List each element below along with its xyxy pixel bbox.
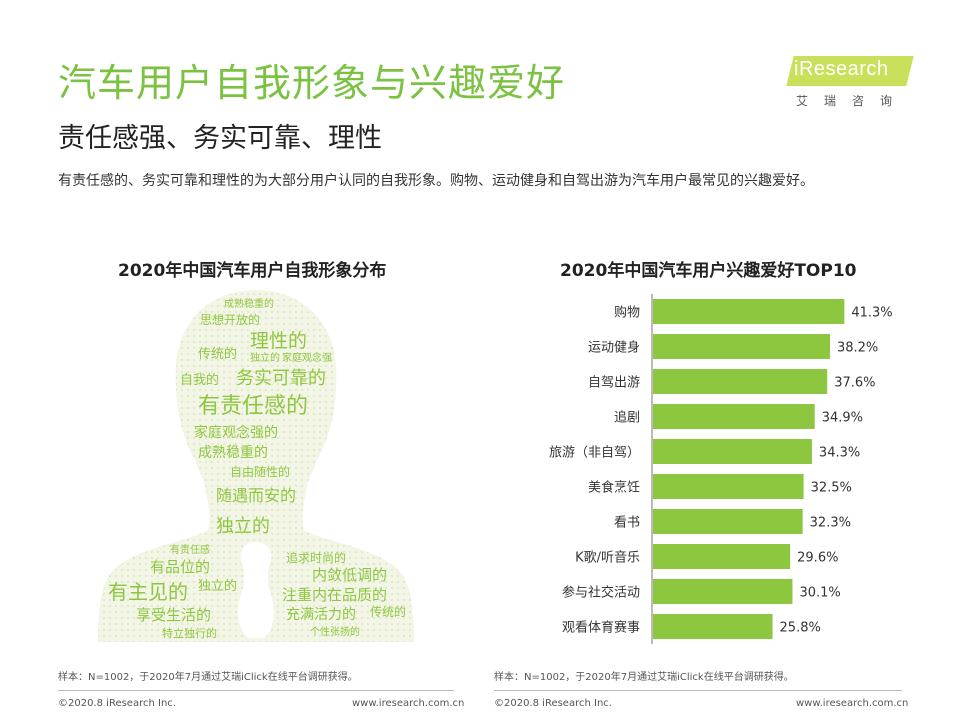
- cloud-word: 独立的: [216, 516, 270, 537]
- value-label: 37.6%: [834, 376, 875, 391]
- footer-divider-left: [58, 690, 454, 691]
- cloud-word: 注重内在品质的: [282, 586, 388, 604]
- bar: [653, 614, 773, 639]
- word-cloud-title: 2020年中国汽车用户自我形象分布: [118, 261, 387, 281]
- iresearch-logo: iResearch 艾瑞咨询: [780, 48, 920, 118]
- footer-url-left: www.iresearch.com.cn: [352, 698, 465, 709]
- bar: [653, 544, 791, 569]
- cloud-word: 个性张扬的: [310, 627, 360, 638]
- footer-divider-right: [494, 690, 902, 691]
- interest-bar-chart: 购物 41.3% 运动健身 38.2% 自驾出游 37.6% 追剧 34.9% 旅游（非自驾） 3…: [549, 294, 893, 644]
- bar: [653, 439, 812, 464]
- value-label: 29.6%: [797, 551, 838, 566]
- cloud-word: 有主见的: [108, 580, 188, 604]
- bar: [653, 369, 828, 394]
- category-label: 追剧: [614, 410, 640, 426]
- cloud-word: 有品位的: [150, 558, 211, 576]
- category-label: 看书: [614, 515, 640, 531]
- cloud-word: 务实可靠的: [236, 368, 326, 389]
- value-label: 32.3%: [810, 516, 851, 531]
- cloud-word: 自由随性的: [230, 465, 291, 479]
- cloud-word: 充满活力的: [286, 607, 356, 623]
- page-description: 有责任感的、务实可靠和理性的为大部分用户认同的自我形象。购物、运动健身和自驾出游…: [58, 173, 814, 189]
- cloud-word: 特立独行的: [162, 627, 217, 640]
- cloud-word: 有责任感的: [198, 394, 309, 419]
- value-label: 34.9%: [822, 411, 863, 426]
- category-label: 美食烹饪: [588, 480, 640, 496]
- footer-url-right: www.iresearch.com.cn: [796, 698, 909, 709]
- category-label: 观看体育赛事: [562, 620, 640, 636]
- footer-copyright-right: ©2020.8 iResearch Inc.: [494, 698, 612, 709]
- cloud-word: 理性的: [250, 330, 308, 352]
- value-label: 38.2%: [837, 341, 878, 356]
- cloud-word: 传统的: [370, 605, 407, 619]
- value-label: 30.1%: [799, 586, 840, 601]
- logo-cn-name: 艾瑞咨询: [796, 94, 909, 108]
- sample-note-left: 样本：N=1002，于2020年7月通过艾瑞iClick在线平台调研获得。: [58, 672, 358, 683]
- category-label: 旅游（非自驾）: [549, 446, 640, 461]
- cloud-word: 家庭观念强的: [194, 425, 278, 441]
- cloud-word: 有责任感: [170, 545, 210, 556]
- cloud-word: 随遇而安的: [216, 486, 297, 505]
- value-label: 41.3%: [851, 306, 892, 321]
- bar: [653, 509, 803, 534]
- page-title: 汽车用户自我形象与兴趣爱好: [58, 61, 566, 105]
- value-label: 34.3%: [819, 446, 860, 461]
- cloud-word: 自我的: [180, 373, 220, 388]
- category-label: 参与社交活动: [562, 585, 640, 601]
- value-label: 25.8%: [780, 621, 821, 636]
- cloud-word: 家庭观念强: [282, 353, 332, 364]
- cloud-word: 成熟稳重的: [198, 445, 268, 461]
- logo-name: iResearch: [794, 58, 889, 80]
- footer-copyright-left: ©2020.8 iResearch Inc.: [58, 698, 176, 709]
- bar: [653, 579, 793, 604]
- person-silhouette: [98, 290, 414, 642]
- bar: [653, 334, 830, 359]
- cloud-word: 内敛低调的: [312, 566, 388, 584]
- category-label: 自驾出游: [588, 376, 640, 391]
- cloud-word: 追求时尚的: [286, 551, 347, 565]
- bar-chart-title: 2020年中国汽车用户兴趣爱好TOP10: [560, 261, 857, 281]
- cloud-word: 思想开放的: [200, 313, 261, 327]
- page-subtitle: 责任感强、务实可靠、理性: [58, 123, 382, 154]
- value-label: 32.5%: [811, 481, 852, 496]
- cloud-word: 成熟稳重的: [224, 299, 274, 310]
- sample-note-right: 样本：N=1002，于2020年7月通过艾瑞iClick在线平台调研获得。: [494, 672, 794, 683]
- cloud-word: 独立的: [250, 353, 280, 364]
- bar: [653, 404, 815, 429]
- category-label: 购物: [614, 305, 640, 321]
- bar: [653, 474, 804, 499]
- bar: [653, 299, 845, 324]
- category-label: 运动健身: [588, 340, 640, 356]
- self-image-word-cloud: 成熟稳重的 思想开放的 理性的 传统的 独立的 家庭观念强 自我的 务实可靠的 …: [96, 286, 416, 646]
- cloud-word: 享受生活的: [136, 606, 212, 624]
- cloud-word: 传统的: [198, 347, 238, 362]
- cloud-word: 独立的: [198, 579, 238, 594]
- category-label: K歌/听音乐: [575, 550, 640, 566]
